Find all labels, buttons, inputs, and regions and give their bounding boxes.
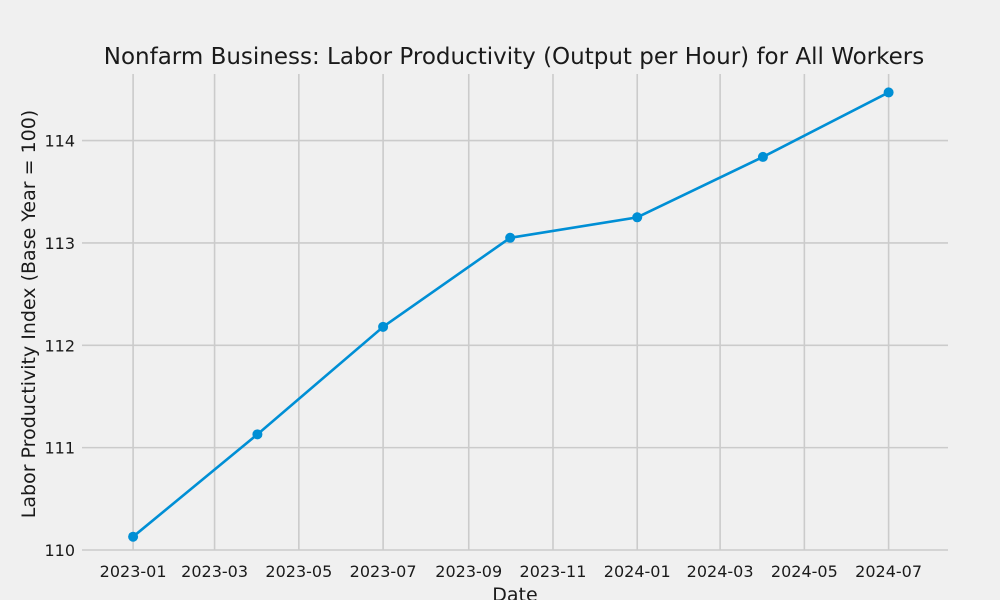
data-point-2023-04-01 [252, 429, 263, 440]
y-axis-label: Labor Productivity Index (Base Year = 10… [18, 110, 40, 518]
x-tick-label: 2023-03 [181, 562, 248, 581]
series-layer [128, 87, 894, 542]
grid-layer [82, 74, 948, 551]
x-tick-label: 2024-07 [855, 562, 922, 581]
y-tick-label: 114 [44, 132, 75, 151]
x-tick-label: 2024-01 [604, 562, 671, 581]
data-point-2024-04-01 [757, 151, 768, 162]
x-tick-label: 2023-09 [435, 562, 502, 581]
tick-layer: 2023-01 2023-03 2023-05 2023-07 2023-09 2023-… [44, 132, 922, 581]
x-tick-label: 2023-01 [100, 562, 167, 581]
series-line [131, 91, 890, 538]
x-tick-label: 2023-11 [520, 562, 587, 581]
y-tick-label: 111 [44, 439, 75, 458]
x-tick-label: 2024-05 [771, 562, 838, 581]
x-tick-label: 2024-03 [687, 562, 754, 581]
y-tick-label: 110 [44, 541, 75, 560]
y-tick-label: 112 [44, 336, 75, 355]
x-axis-label: Date [492, 584, 537, 600]
data-point-2023-10-01 [505, 232, 516, 243]
data-point-2024-07-01 [883, 87, 894, 98]
data-point-2023-07-01 [378, 321, 389, 332]
x-tick-label: 2023-05 [265, 562, 332, 581]
data-point-2023-01-01 [128, 531, 139, 542]
data-point-2024-01-01 [632, 212, 643, 223]
chart-title: Nonfarm Business: Labor Productivity (Ou… [104, 44, 924, 70]
x-tick-label: 2023-07 [350, 562, 417, 581]
y-tick-label: 113 [44, 234, 75, 253]
